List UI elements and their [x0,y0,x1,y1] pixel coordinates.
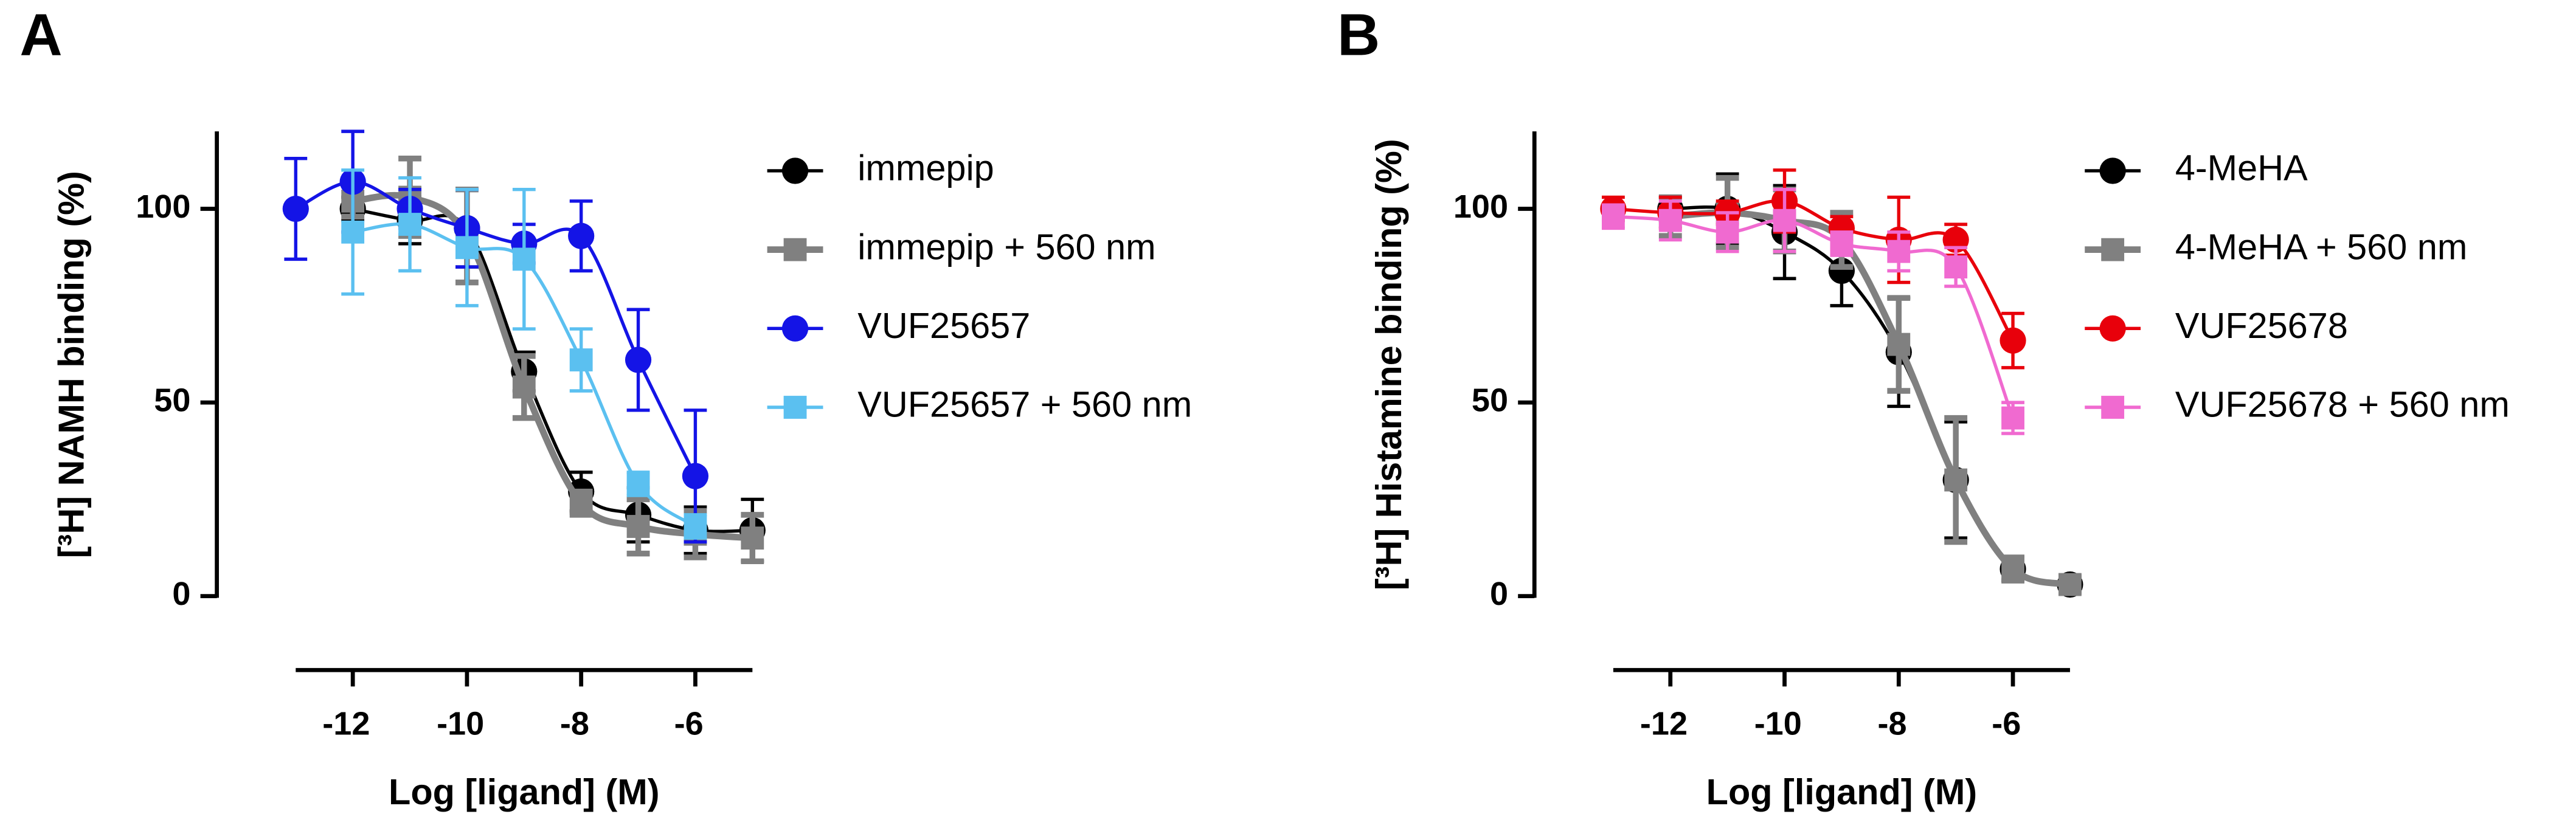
legend-marker [2101,396,2125,419]
data-point [2000,327,2026,354]
data-point [1716,220,1739,244]
legend-label: immepip [857,148,994,188]
legend-marker [2099,157,2126,184]
legend-label: VUF25657 + 560 nm [857,384,1192,425]
y-axis-title: [³H] Histamine binding (%) [1368,139,1409,590]
x-tick-label: -8 [1877,705,1906,742]
fit-curve [1670,205,2071,587]
y-tick-label: 50 [1472,382,1508,418]
data-point [2001,557,2024,581]
data-point [1887,240,1911,263]
legend-marker [781,315,809,342]
data-point [1773,209,1796,232]
panel-label: B [1337,2,1380,68]
y-tick-label: 100 [1453,188,1508,225]
legend-marker [781,157,809,184]
x-tick-label: -12 [322,705,370,742]
x-axis-title: Log [ligand] (M) [1706,771,1978,812]
panel-label: A [19,2,62,68]
x-tick-label: -10 [1754,705,1802,742]
data-point [2001,406,2024,430]
data-point [1944,468,1968,492]
data-point [341,220,365,244]
y-tick-label: 0 [172,576,190,612]
x-axis-title: Log [ligand] (M) [389,771,660,812]
legend-label: VUF25678 + 560 nm [2175,384,2510,425]
data-point [2058,573,2082,596]
data-point [512,375,536,399]
x-tick-label: -8 [560,705,589,742]
data-point [398,213,421,236]
data-point [1601,205,1625,229]
data-point [1830,232,1854,255]
data-point [282,195,309,222]
legend-marker [2101,238,2125,261]
data-point [741,526,764,550]
data-point [512,247,536,271]
data-point [569,348,593,371]
data-point [625,347,652,373]
series [341,168,707,540]
legend-marker [783,396,807,419]
fit-curve [1670,209,2071,588]
legend-label: VUF25678 [2175,305,2348,346]
y-tick-label: 100 [136,188,190,225]
data-point [1944,255,1968,279]
fit-curve [352,207,753,533]
legend-label: immepip + 560 nm [857,226,1155,267]
data-point [455,236,479,260]
data-point [684,515,707,538]
data-point [626,472,650,495]
data-point [682,463,709,489]
legend-marker [783,238,807,261]
x-tick-label: -12 [1640,705,1688,742]
data-point [626,515,650,538]
data-point [1887,333,1911,356]
legend-label: VUF25657 [857,305,1030,346]
y-tick-label: 0 [1490,576,1508,612]
data-point [569,491,593,515]
y-axis-title: [³H] NAMH binding (%) [50,171,91,558]
x-tick-label: -6 [1992,705,2021,742]
series [1601,188,2024,435]
x-tick-label: -10 [437,705,484,742]
legend-label: 4-MeHA [2175,148,2308,188]
legend-marker [2099,315,2126,342]
x-tick-label: -6 [674,705,704,742]
legend-label: 4-MeHA + 560 nm [2175,226,2468,267]
data-point [1658,209,1682,232]
series [339,188,766,564]
data-point [568,222,595,249]
y-tick-label: 50 [154,382,190,418]
fit-curve [352,191,753,542]
